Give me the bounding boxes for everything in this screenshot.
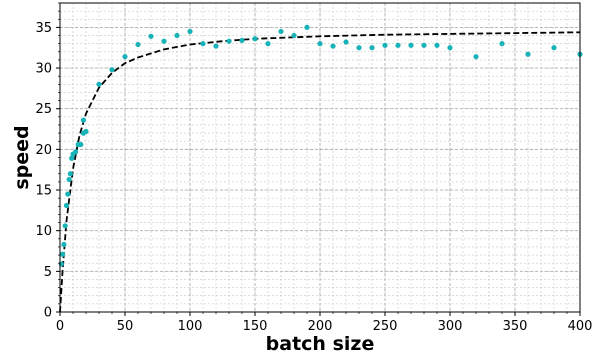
fit-curve xyxy=(59,31,581,313)
y-tick-label: 30 xyxy=(35,62,52,77)
data-point xyxy=(80,117,86,123)
data-point xyxy=(187,28,193,35)
y-tick-label: 20 xyxy=(35,143,52,158)
x-tick-label: 250 xyxy=(373,319,398,334)
data-point xyxy=(447,45,453,51)
x-tick-labels: 0 50 100 150 200 250 300 350 400 xyxy=(56,319,593,334)
data-point xyxy=(226,38,232,44)
data-point xyxy=(434,42,440,48)
y-tick-labels: 0 5 10 15 20 25 30 35 xyxy=(35,21,52,321)
data-point xyxy=(369,45,375,51)
data-point xyxy=(551,45,557,51)
data-point xyxy=(61,241,67,248)
data-point xyxy=(330,43,336,49)
data-point xyxy=(278,28,284,35)
data-point xyxy=(60,251,66,257)
data-point xyxy=(63,202,70,209)
data-point xyxy=(252,36,258,42)
data-point xyxy=(58,261,64,267)
data-point xyxy=(148,33,154,39)
data-point xyxy=(525,51,531,57)
data-point xyxy=(239,37,245,44)
data-point xyxy=(317,41,323,47)
data-point xyxy=(174,32,180,39)
data-point xyxy=(122,54,128,60)
y-tick-label: 10 xyxy=(35,224,52,239)
data-point xyxy=(265,41,271,47)
y-tick-label: 15 xyxy=(35,184,52,199)
data-point xyxy=(200,41,206,47)
data-point xyxy=(343,39,349,45)
x-tick-label: 150 xyxy=(243,319,268,334)
data-point xyxy=(421,42,427,48)
data-points-layer xyxy=(58,24,583,267)
data-point xyxy=(213,43,219,49)
x-tick-label: 400 xyxy=(568,319,593,334)
data-point xyxy=(395,42,401,48)
data-point xyxy=(473,54,479,60)
y-tick-label: 35 xyxy=(35,21,52,36)
data-point xyxy=(408,42,414,48)
data-point xyxy=(69,155,75,161)
data-point xyxy=(96,81,102,87)
data-point xyxy=(62,223,68,229)
axis-ticks xyxy=(56,2,581,316)
y-tick-label: 25 xyxy=(35,102,52,117)
y-tick-label: 5 xyxy=(44,265,52,280)
grid xyxy=(59,2,581,313)
x-axis-label: batch size xyxy=(266,333,375,355)
data-point xyxy=(304,24,310,30)
data-point xyxy=(291,32,297,39)
data-point xyxy=(356,45,362,51)
data-point xyxy=(78,141,84,148)
x-tick-label: 100 xyxy=(178,319,203,334)
data-point xyxy=(382,42,388,48)
data-point xyxy=(161,38,167,44)
data-point xyxy=(109,67,115,73)
x-tick-label: 300 xyxy=(438,319,463,334)
data-point xyxy=(83,128,89,135)
data-point xyxy=(66,176,72,183)
data-point xyxy=(73,149,79,155)
data-point xyxy=(499,41,505,47)
data-point xyxy=(135,41,141,48)
data-point xyxy=(65,191,71,197)
x-tick-label: 350 xyxy=(503,319,528,334)
data-point xyxy=(67,171,73,177)
x-tick-label: 50 xyxy=(117,319,134,334)
y-tick-label: 0 xyxy=(44,306,52,321)
fit-curve-layer xyxy=(59,31,581,313)
x-tick-label: 0 xyxy=(56,319,64,334)
x-tick-label: 200 xyxy=(308,319,333,334)
y-axis-label: speed xyxy=(11,125,33,189)
